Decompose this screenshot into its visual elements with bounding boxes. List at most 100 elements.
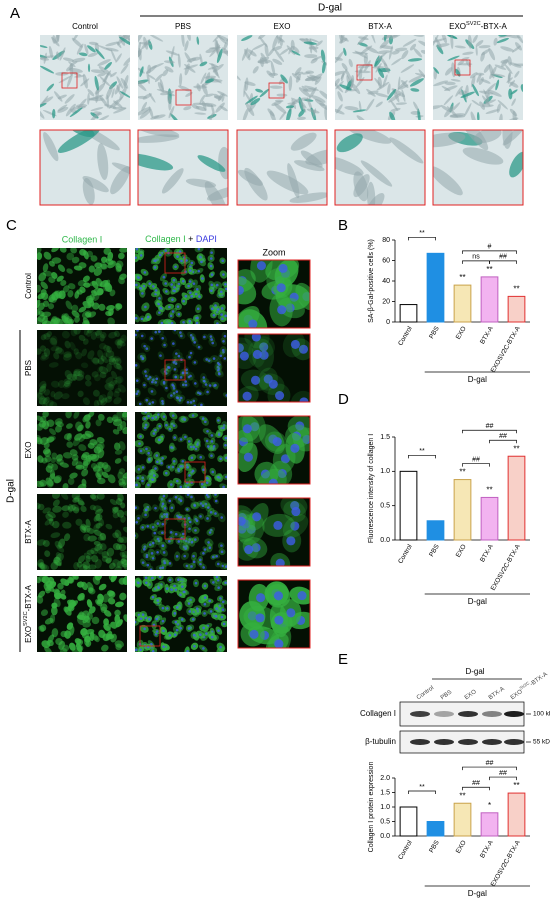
nucleus <box>168 540 171 543</box>
nucleus <box>277 305 287 315</box>
treatment-label-part: PBS <box>175 22 191 31</box>
nucleus <box>179 485 183 488</box>
nucleus <box>244 544 254 555</box>
nucleus <box>141 357 145 361</box>
cell <box>100 355 109 364</box>
cell <box>82 338 89 345</box>
blot-band <box>458 711 478 717</box>
cell <box>375 93 389 98</box>
cell <box>60 630 68 638</box>
cell <box>52 505 62 513</box>
cell <box>99 543 107 551</box>
cell <box>486 92 490 101</box>
nucleus <box>219 354 223 358</box>
nucleus <box>219 645 222 649</box>
comparison-bracket <box>462 260 490 264</box>
cell <box>471 75 476 88</box>
cell <box>60 494 69 500</box>
nucleus <box>184 484 188 488</box>
cell <box>447 55 460 61</box>
cell <box>48 473 56 481</box>
nucleus <box>252 349 262 359</box>
cell <box>52 494 61 499</box>
nucleus <box>164 471 168 475</box>
nucleus <box>193 538 197 541</box>
cell <box>93 514 101 522</box>
cell <box>48 518 55 526</box>
nucleus <box>207 495 210 499</box>
nucleus <box>156 460 159 464</box>
nucleus <box>182 545 186 549</box>
cell <box>43 396 50 405</box>
cell <box>65 300 73 310</box>
nucleus <box>205 439 209 443</box>
cell <box>462 51 474 56</box>
cell <box>108 357 116 366</box>
nucleus <box>207 541 210 544</box>
nucleus <box>135 283 138 287</box>
treatment-label-part: SV2C <box>466 21 481 27</box>
nucleus <box>148 282 152 285</box>
cell <box>62 383 71 389</box>
cell <box>82 615 90 624</box>
cell <box>357 35 369 46</box>
cell <box>477 111 480 120</box>
nucleus <box>145 581 148 585</box>
cell <box>112 511 120 519</box>
cell <box>70 330 78 337</box>
cell <box>39 564 50 570</box>
nucleus <box>179 438 183 441</box>
cell <box>90 107 104 112</box>
cell <box>64 380 71 388</box>
nucleus <box>196 316 199 320</box>
cell <box>53 476 61 484</box>
cell <box>314 76 322 85</box>
zoom-box <box>184 461 206 483</box>
cell <box>54 592 62 600</box>
cell <box>308 46 319 50</box>
nucleus <box>172 424 176 427</box>
treatment-label-part: -BTX-A <box>529 671 549 687</box>
micrograph <box>135 330 227 406</box>
nucleus <box>210 251 213 254</box>
nucleus <box>135 506 137 509</box>
cell <box>105 350 115 359</box>
cell <box>465 59 471 68</box>
nucleus <box>193 361 197 364</box>
cell <box>335 108 345 115</box>
cell <box>40 354 49 361</box>
cell <box>83 282 91 288</box>
zoom-box <box>39 129 131 206</box>
cell <box>113 442 121 451</box>
cell <box>115 53 122 63</box>
nucleus <box>165 587 169 590</box>
cell <box>115 303 123 310</box>
nucleus <box>212 313 216 317</box>
cell <box>90 69 105 74</box>
zoom-box <box>175 89 192 106</box>
cell <box>43 251 52 260</box>
significance-label: ** <box>513 284 519 293</box>
nucleus <box>197 345 201 349</box>
cell <box>52 499 60 507</box>
x-tick-label: BTX-A <box>479 325 495 346</box>
micrograph <box>335 130 425 205</box>
cell <box>505 64 513 75</box>
nucleus <box>188 319 191 323</box>
zoom-box <box>237 259 311 329</box>
significance-label: ** <box>459 791 465 800</box>
cell <box>82 414 91 423</box>
cell <box>138 107 151 116</box>
cell <box>114 330 120 338</box>
nucleus <box>220 550 224 554</box>
nucleus <box>196 443 199 446</box>
nucleus <box>188 527 191 531</box>
cell <box>112 506 119 513</box>
comparison-bracket <box>408 790 436 794</box>
micrograph-background <box>135 494 227 570</box>
cell <box>335 70 346 77</box>
bar <box>507 295 526 323</box>
cell <box>204 93 215 97</box>
cell <box>57 264 66 272</box>
comparison-label: ## <box>499 770 507 777</box>
